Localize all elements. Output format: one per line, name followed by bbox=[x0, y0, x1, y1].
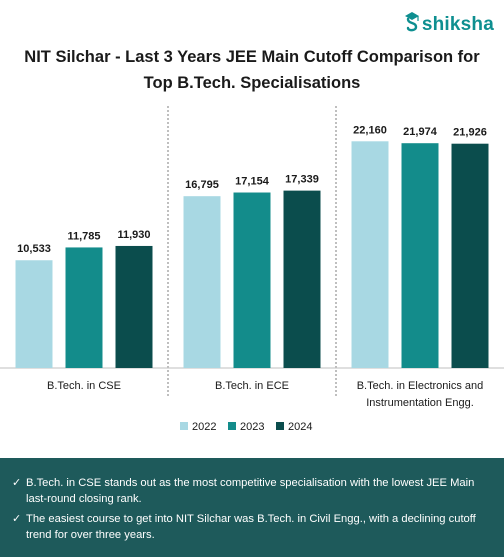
data-label: 21,974 bbox=[403, 126, 438, 138]
legend-swatch-2023 bbox=[228, 422, 236, 430]
bar-2022 bbox=[15, 260, 53, 368]
category-label: B.Tech. in ECE bbox=[215, 380, 289, 392]
data-label: 22,160 bbox=[353, 124, 387, 136]
chart-title-line-2: Top B.Tech. Specialisations bbox=[143, 74, 361, 92]
insight-item: ✓ B.Tech. in CSE stands out as the most … bbox=[12, 475, 490, 507]
legend-swatch-2024 bbox=[276, 422, 284, 430]
shiksha-logo: shiksha bbox=[404, 10, 494, 34]
data-label: 11,785 bbox=[67, 230, 100, 242]
check-icon: ✓ bbox=[12, 477, 22, 489]
bar-2024 bbox=[283, 190, 321, 368]
bar-2022 bbox=[183, 196, 221, 368]
chart-title: NIT Silchar - Last 3 Years JEE Main Cuto… bbox=[0, 44, 504, 96]
chart-title-line-1: NIT Silchar - Last 3 Years JEE Main Cuto… bbox=[24, 48, 480, 66]
category-label: Instrumentation Engg. bbox=[366, 397, 474, 409]
insight-text: B.Tech. in CSE stands out as the most co… bbox=[26, 477, 475, 505]
data-label: 17,339 bbox=[285, 174, 319, 186]
brand-name: shiksha bbox=[421, 14, 494, 35]
category-label: B.Tech. in Electronics and bbox=[357, 380, 484, 392]
data-label: 21,926 bbox=[453, 127, 487, 139]
category-label: B.Tech. in CSE bbox=[47, 380, 121, 392]
data-label: 17,154 bbox=[235, 176, 270, 188]
data-label: 11,930 bbox=[117, 229, 150, 241]
bar-2023 bbox=[401, 143, 439, 368]
bar-2023 bbox=[233, 192, 271, 368]
legend-swatch-2022 bbox=[180, 422, 188, 430]
check-icon: ✓ bbox=[12, 513, 22, 525]
insight-item: ✓ The easiest course to get into NIT Sil… bbox=[12, 511, 490, 543]
data-label: 10,533 bbox=[17, 243, 51, 255]
graduate-mark-icon bbox=[404, 10, 420, 34]
legend-label: 2024 bbox=[288, 421, 312, 433]
data-label: 16,795 bbox=[185, 179, 219, 191]
insight-text: The easiest course to get into NIT Silch… bbox=[26, 513, 476, 541]
legend-label: 2023 bbox=[240, 421, 264, 433]
bar-2024 bbox=[115, 245, 153, 368]
bar-2022 bbox=[351, 141, 389, 368]
bar-2023 bbox=[65, 247, 103, 368]
insights-panel: ✓ B.Tech. in CSE stands out as the most … bbox=[0, 458, 504, 557]
bar-2024 bbox=[451, 143, 489, 368]
legend-label: 2022 bbox=[192, 421, 216, 433]
bar-chart: 10,533 11,785 11,930 B.Tech. in CSE 16,795 17… bbox=[0, 106, 504, 433]
